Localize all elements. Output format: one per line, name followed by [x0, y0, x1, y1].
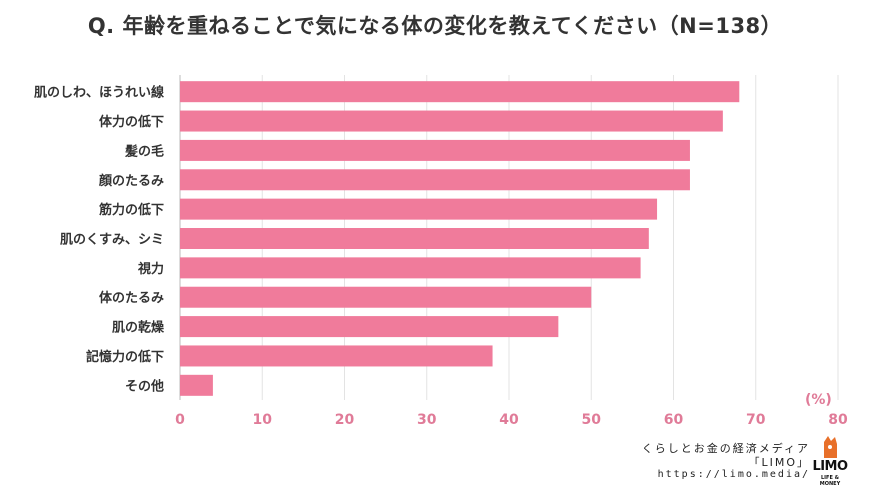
x-tick-label: 60 [664, 412, 684, 428]
category-label: 髪の毛 [124, 143, 164, 159]
unit-label: (%) [805, 392, 832, 408]
category-label: その他 [125, 378, 164, 394]
bar [180, 110, 723, 132]
category-label: 体のたるみ [99, 290, 164, 306]
category-label: 体力の低下 [99, 114, 164, 130]
x-tick-label: 40 [499, 412, 519, 428]
x-tick-label: 10 [253, 412, 273, 428]
category-label: 筋力の低下 [98, 202, 164, 218]
brand-name: 「LIMO」 [748, 456, 810, 469]
bar [180, 286, 592, 308]
bar [180, 198, 658, 220]
x-tick-label: 20 [335, 412, 355, 428]
logo-mark-icon [824, 436, 837, 458]
x-tick-labels: 0 10 20 30 40 50 60 70 80 [175, 412, 848, 428]
bar [180, 345, 493, 367]
bar [180, 374, 213, 396]
logo-word: LIMO [812, 459, 848, 474]
category-label: 顔のたるみ [98, 173, 164, 189]
x-tick-label: 80 [828, 412, 848, 428]
bar [180, 81, 740, 103]
limo-logo: LIMO LIFE & MONEY [810, 434, 850, 487]
category-label: 肌のしわ、ほうれい線 [34, 85, 165, 101]
x-tick-label: 50 [582, 412, 602, 428]
category-label: 視力 [137, 261, 164, 277]
bars [180, 81, 740, 396]
bar [180, 169, 690, 191]
category-label: 肌の乾燥 [112, 320, 165, 336]
x-tick-label: 0 [175, 412, 185, 428]
brand-url: https://limo.media/ [657, 469, 810, 480]
category-label: 記憶力の低下 [86, 349, 164, 365]
bar [180, 228, 649, 249]
bar [180, 257, 641, 279]
bar [180, 139, 690, 161]
x-tick-label: 30 [417, 412, 437, 428]
logo-subtitle: LIFE & MONEY [819, 475, 841, 487]
x-tick-label: 70 [746, 412, 766, 428]
chart-title: Q. 年齢を重ねることで気になる体の変化を教えてください（N=138） [87, 14, 783, 38]
category-label: 肌のくすみ、シミ [60, 233, 164, 248]
bar [180, 316, 559, 338]
brand-tagline: くらしとお金の経済メディア [641, 442, 810, 455]
category-labels: 肌のしわ、ほうれい線体力の低下髪の毛顔のたるみ筋力の低下肌のくすみ、シミ視力体の… [34, 85, 165, 395]
